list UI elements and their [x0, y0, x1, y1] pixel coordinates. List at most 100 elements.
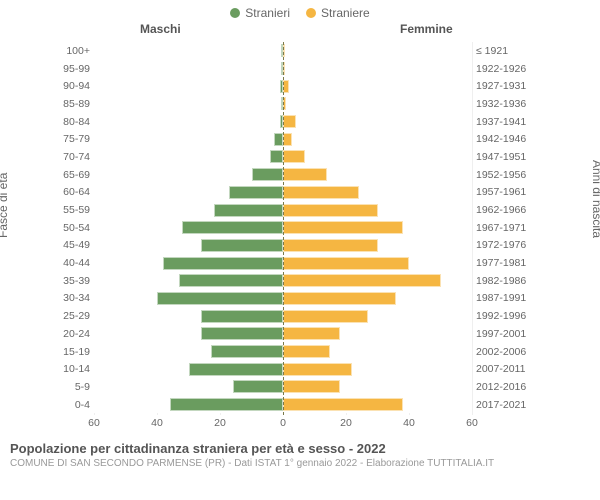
bar-zone: [94, 42, 472, 60]
bar-half-male: [94, 130, 283, 148]
pyramid-row: 35-391982-1986: [58, 272, 528, 290]
bar-male: [170, 398, 283, 411]
bar-zone: [94, 166, 472, 184]
bar-zone: [94, 148, 472, 166]
chart-title: Popolazione per cittadinanza straniera p…: [10, 441, 590, 456]
pyramid-row: 100+ ≤ 1921: [58, 42, 528, 60]
bar-half-male: [94, 254, 283, 272]
birth-label: 2012-2016: [472, 381, 528, 393]
pyramid-row: 5-9 2012-2016: [58, 378, 528, 396]
bar-female: [283, 133, 292, 146]
bar-male: [157, 292, 283, 305]
birth-label: 1997-2001: [472, 328, 528, 340]
bar-zone: [94, 130, 472, 148]
birth-label: ≤ 1921: [472, 45, 528, 57]
pyramid-row: 0-4 2017-2021: [58, 396, 528, 414]
age-label: 95-99: [58, 63, 94, 75]
bar-zone: [94, 95, 472, 113]
age-label: 100+: [58, 45, 94, 57]
bar-half-female: [283, 219, 472, 237]
pyramid-row: 30-34 1987-1991: [58, 290, 528, 308]
birth-label: 1987-1991: [472, 292, 528, 304]
bar-female: [283, 168, 327, 181]
x-tick: 40: [403, 417, 415, 429]
bar-zone: [94, 60, 472, 78]
age-label: 0-4: [58, 399, 94, 411]
bar-male: [182, 221, 283, 234]
bar-male: [252, 168, 284, 181]
bar-half-female: [283, 184, 472, 202]
birth-label: 1927-1931: [472, 80, 528, 92]
pyramid-row: 60-641957-1961: [58, 184, 528, 202]
bar-half-female: [283, 95, 472, 113]
bar-half-male: [94, 396, 283, 414]
pyramid-row: 70-741947-1951: [58, 148, 528, 166]
pyramid-row: 20-24 1997-2001: [58, 325, 528, 343]
header-male: Maschi: [140, 22, 181, 36]
bar-zone: [94, 254, 472, 272]
birth-label: 2017-2021: [472, 399, 528, 411]
bar-female: [283, 398, 403, 411]
legend-item-male: Stranieri: [230, 6, 290, 20]
bar-female: [283, 80, 289, 93]
age-label: 10-14: [58, 363, 94, 375]
bar-half-male: [94, 42, 283, 60]
birth-label: 1952-1956: [472, 169, 528, 181]
chart-subtitle: COMUNE DI SAN SECONDO PARMENSE (PR) - Da…: [10, 456, 590, 469]
bar-female: [283, 345, 330, 358]
age-label: 65-69: [58, 169, 94, 181]
bar-female: [283, 363, 352, 376]
bar-half-male: [94, 290, 283, 308]
age-label: 20-24: [58, 328, 94, 340]
pyramid-row: 80-84 1937-1941: [58, 113, 528, 131]
pyramid-row: 50-541967-1971: [58, 219, 528, 237]
pyramid-row: 25-291992-1996: [58, 307, 528, 325]
birth-label: 1922-1926: [472, 63, 528, 75]
x-axis: 6040200204060: [58, 417, 528, 435]
bar-zone: [94, 290, 472, 308]
bar-male: [214, 204, 283, 217]
age-label: 30-34: [58, 292, 94, 304]
bar-female: [283, 257, 409, 270]
gender-headers: Maschi Femmine: [0, 22, 600, 40]
bar-half-female: [283, 378, 472, 396]
pyramid-row: 15-192002-2006: [58, 343, 528, 361]
pyramid-row: 40-44 1977-1981: [58, 254, 528, 272]
age-label: 5-9: [58, 381, 94, 393]
bar-female: [283, 274, 441, 287]
age-label: 40-44: [58, 257, 94, 269]
bar-female: [283, 204, 378, 217]
footer: Popolazione per cittadinanza straniera p…: [0, 435, 600, 469]
bar-female: [283, 97, 286, 110]
plot: 100+≤ 192195-991922-192690-941927-193185…: [58, 42, 528, 415]
bar-half-male: [94, 60, 283, 78]
bar-zone: [94, 378, 472, 396]
birth-label: 1992-1996: [472, 310, 528, 322]
bar-male: [201, 310, 283, 323]
x-tick: 60: [88, 417, 100, 429]
birth-label: 1977-1981: [472, 257, 528, 269]
bar-half-male: [94, 325, 283, 343]
bar-female: [283, 115, 296, 128]
bar-zone: [94, 396, 472, 414]
age-label: 85-89: [58, 98, 94, 110]
bar-half-male: [94, 184, 283, 202]
pyramid-row: 45-491972-1976: [58, 237, 528, 255]
bar-male: [270, 150, 283, 163]
bar-female: [283, 380, 340, 393]
bar-zone: [94, 77, 472, 95]
pyramid-row: 10-142007-2011: [58, 360, 528, 378]
bar-zone: [94, 307, 472, 325]
bar-half-female: [283, 201, 472, 219]
bar-female: [283, 186, 359, 199]
age-label: 80-84: [58, 116, 94, 128]
birth-label: 1937-1941: [472, 116, 528, 128]
age-label: 15-19: [58, 346, 94, 358]
bar-half-female: [283, 360, 472, 378]
x-tick: 60: [466, 417, 478, 429]
x-tick: 20: [214, 417, 226, 429]
pyramid-row: 90-941927-1931: [58, 77, 528, 95]
pyramid-row: 85-891932-1936: [58, 95, 528, 113]
x-tick: 0: [280, 417, 286, 429]
birth-label: 1982-1986: [472, 275, 528, 287]
